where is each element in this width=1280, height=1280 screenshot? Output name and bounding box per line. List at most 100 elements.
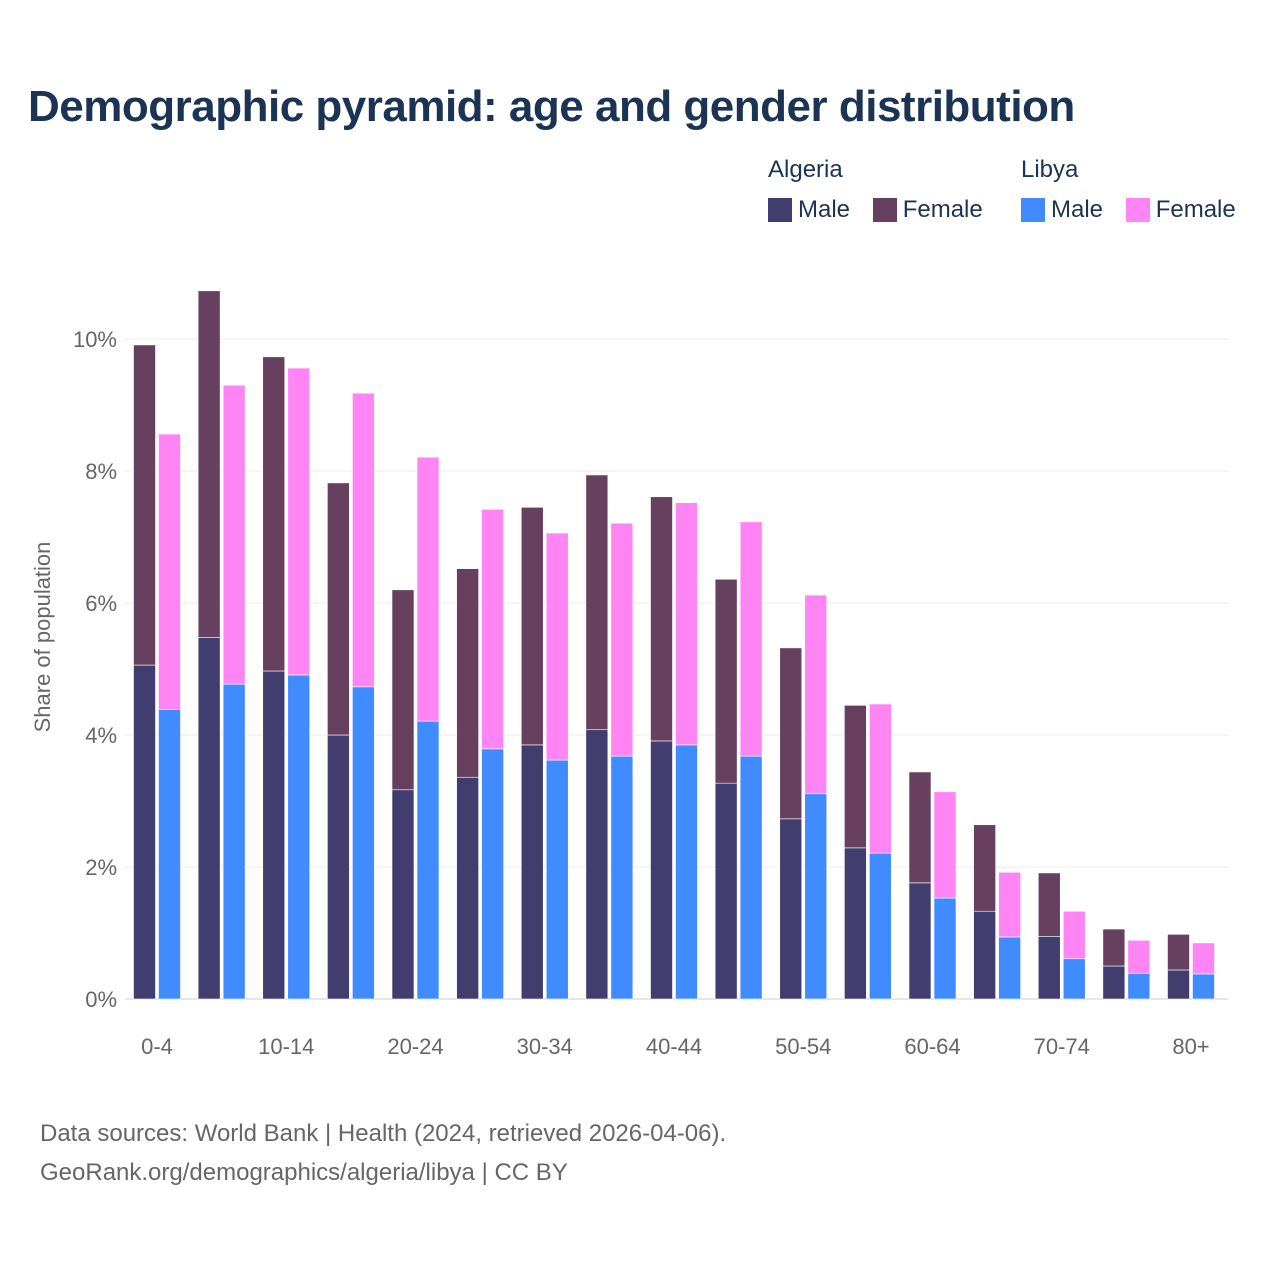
x-tick-label: 70-74 bbox=[1034, 1034, 1090, 1059]
bar-algeria-male-40-44[interactable] bbox=[650, 740, 673, 1000]
bar-algeria-male-60-64[interactable] bbox=[908, 882, 932, 1000]
bar-algeria-male-5-9[interactable] bbox=[197, 637, 221, 1000]
bar-libya-male-60-64[interactable] bbox=[933, 897, 957, 1000]
bar-libya-female-5-9[interactable] bbox=[222, 384, 246, 685]
footer: Data sources: World Bank | Health (2024,… bbox=[40, 1114, 726, 1192]
legend-label: Male bbox=[798, 196, 851, 223]
x-tick-label: 50-54 bbox=[775, 1034, 831, 1059]
bar-libya-female-65-69[interactable] bbox=[998, 871, 1021, 938]
bar-algeria-female-60-64[interactable] bbox=[908, 771, 932, 884]
x-tick-label: 80+ bbox=[1172, 1034, 1209, 1059]
y-tick-label: 8% bbox=[85, 459, 117, 484]
bar-algeria-female-25-29[interactable] bbox=[456, 568, 479, 778]
y-tick-label: 6% bbox=[85, 591, 117, 616]
bar-libya-female-70-74[interactable] bbox=[1062, 910, 1086, 960]
bar-algeria-male-80+[interactable] bbox=[1167, 969, 1190, 1000]
bar-algeria-male-10-14[interactable] bbox=[262, 670, 286, 1000]
bar-algeria-female-80+[interactable] bbox=[1167, 934, 1190, 971]
legend-item-libya-female[interactable]: Female bbox=[1125, 196, 1236, 224]
bar-algeria-male-50-54[interactable] bbox=[779, 818, 803, 1000]
bar-algeria-female-75-79[interactable] bbox=[1102, 928, 1126, 967]
bar-libya-male-35-39[interactable] bbox=[610, 755, 634, 1000]
legend-swatch bbox=[768, 198, 792, 222]
legend-item-algeria-female[interactable]: Female bbox=[872, 196, 983, 224]
bar-libya-male-40-44[interactable] bbox=[675, 744, 698, 1000]
x-tick-label: 40-44 bbox=[646, 1034, 702, 1059]
bar-libya-female-50-54[interactable] bbox=[804, 594, 828, 795]
bar-libya-female-35-39[interactable] bbox=[610, 522, 634, 757]
bar-algeria-female-70-74[interactable] bbox=[1037, 872, 1061, 937]
legend-label: Female bbox=[902, 196, 983, 223]
bar-algeria-female-55-59[interactable] bbox=[844, 704, 867, 849]
bar-libya-female-15-19[interactable] bbox=[352, 392, 375, 688]
bar-algeria-female-5-9[interactable] bbox=[197, 290, 221, 638]
y-tick-label: 2% bbox=[85, 855, 117, 880]
bar-algeria-male-0-4[interactable] bbox=[133, 664, 156, 1000]
bar-algeria-male-45-49[interactable] bbox=[714, 782, 738, 1000]
bar-libya-male-0-4[interactable] bbox=[158, 708, 181, 1000]
bar-libya-female-20-24[interactable] bbox=[416, 456, 440, 722]
bar-algeria-female-50-54[interactable] bbox=[779, 647, 803, 820]
bar-libya-female-55-59[interactable] bbox=[869, 703, 892, 854]
bar-libya-female-40-44[interactable] bbox=[675, 502, 698, 746]
legend-item-libya-male[interactable]: Male bbox=[1021, 196, 1103, 224]
bar-algeria-male-55-59[interactable] bbox=[844, 847, 867, 1000]
bar-algeria-female-30-34[interactable] bbox=[520, 506, 544, 746]
bar-libya-male-80+[interactable] bbox=[1192, 973, 1215, 1000]
bar-libya-male-50-54[interactable] bbox=[804, 793, 828, 1000]
x-tick-label: 0-4 bbox=[141, 1034, 173, 1059]
bar-algeria-female-35-39[interactable] bbox=[585, 474, 609, 731]
bar-libya-female-60-64[interactable] bbox=[933, 791, 957, 899]
bar-algeria-female-20-24[interactable] bbox=[391, 589, 415, 791]
legend-label: Female bbox=[1155, 196, 1236, 223]
legend-title-libya: Libya bbox=[1021, 156, 1079, 183]
legend-item-algeria-male[interactable]: Male bbox=[768, 196, 850, 224]
bar-libya-male-10-14[interactable] bbox=[287, 674, 311, 1000]
bar-libya-male-55-59[interactable] bbox=[869, 852, 892, 1000]
legend-libya: Libya Male Female bbox=[1021, 156, 1236, 229]
bar-libya-male-45-49[interactable] bbox=[739, 755, 763, 1000]
legend-swatch bbox=[1125, 198, 1150, 222]
bar-libya-male-65-69[interactable] bbox=[998, 936, 1021, 1000]
attribution-link[interactable]: GeoRank.org/demographics/algeria/libya |… bbox=[40, 1159, 568, 1186]
legend-swatch bbox=[872, 198, 897, 222]
legend-algeria: Algeria Male Female bbox=[768, 156, 999, 229]
bar-algeria-female-40-44[interactable] bbox=[650, 496, 673, 742]
bar-libya-male-75-79[interactable] bbox=[1127, 972, 1151, 1000]
bar-algeria-male-65-69[interactable] bbox=[973, 910, 996, 1000]
y-axis-label: Share of population bbox=[30, 542, 55, 733]
bar-libya-female-25-29[interactable] bbox=[481, 508, 504, 750]
bar-algeria-male-30-34[interactable] bbox=[520, 744, 544, 1000]
x-tick-label: 20-24 bbox=[387, 1034, 443, 1059]
chart-title: Demographic pyramid: age and gender dist… bbox=[28, 82, 1075, 131]
bar-algeria-male-20-24[interactable] bbox=[391, 789, 415, 1000]
x-tick-label: 60-64 bbox=[904, 1034, 960, 1059]
bar-algeria-female-45-49[interactable] bbox=[714, 578, 738, 784]
y-tick-label: 0% bbox=[85, 987, 117, 1012]
bar-algeria-male-25-29[interactable] bbox=[456, 776, 479, 1000]
bar-libya-female-80+[interactable] bbox=[1192, 942, 1215, 975]
bar-libya-female-0-4[interactable] bbox=[158, 433, 181, 710]
bar-algeria-male-75-79[interactable] bbox=[1102, 965, 1126, 1000]
legend-swatch bbox=[1021, 198, 1045, 222]
bar-algeria-male-15-19[interactable] bbox=[327, 734, 350, 1000]
bar-algeria-female-10-14[interactable] bbox=[262, 356, 286, 672]
bar-libya-female-10-14[interactable] bbox=[287, 367, 311, 676]
bar-libya-male-5-9[interactable] bbox=[222, 683, 246, 1000]
bar-algeria-female-15-19[interactable] bbox=[327, 482, 350, 736]
bar-algeria-female-65-69[interactable] bbox=[973, 824, 996, 912]
bar-libya-female-75-79[interactable] bbox=[1127, 939, 1151, 974]
data-source-note: Data sources: World Bank | Health (2024,… bbox=[40, 1120, 727, 1147]
bar-libya-female-30-34[interactable] bbox=[545, 532, 569, 761]
bar-libya-male-20-24[interactable] bbox=[416, 720, 440, 1000]
bar-libya-male-30-34[interactable] bbox=[545, 759, 569, 1000]
bar-algeria-male-70-74[interactable] bbox=[1037, 935, 1061, 1000]
bar-algeria-female-0-4[interactable] bbox=[133, 344, 156, 666]
bar-libya-male-25-29[interactable] bbox=[481, 748, 504, 1000]
bar-libya-female-45-49[interactable] bbox=[739, 521, 763, 757]
bar-libya-male-70-74[interactable] bbox=[1062, 958, 1086, 1000]
bar-libya-male-15-19[interactable] bbox=[352, 686, 375, 1000]
bar-algeria-male-35-39[interactable] bbox=[585, 729, 609, 1000]
legend-title-algeria: Algeria bbox=[768, 156, 843, 183]
